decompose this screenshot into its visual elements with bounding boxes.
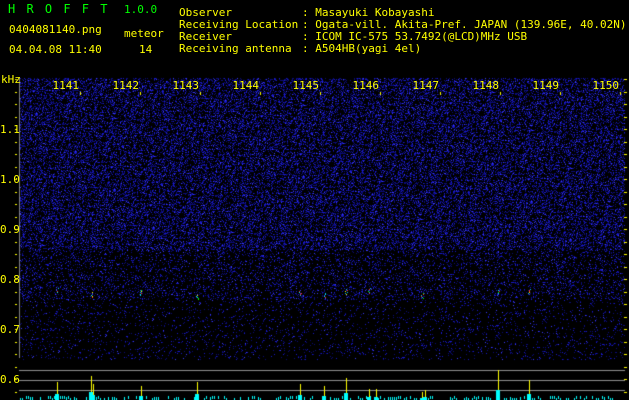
x-tick-label: 1144: [232, 79, 260, 92]
x-tick-label: 1143: [172, 79, 200, 92]
info-value-observer: : Masayuki Kobayashi: [302, 6, 435, 19]
y-tick-label: 0.8: [0, 273, 20, 286]
y-tick-label: 0.6: [0, 373, 20, 386]
y-tick-label: 0.9: [0, 223, 20, 236]
info-value-location: : Ogata-vill. Akita-Pref. JAPAN (139.96E…: [302, 18, 627, 31]
app-version: 1.0.0: [124, 3, 158, 16]
info-label-observer: Observer: [179, 6, 232, 19]
info-label-receiver: Receiver: [179, 30, 232, 43]
meteor-label: meteor: [124, 27, 164, 40]
info-value-antenna: : A504HB(yagi 4el): [302, 42, 422, 55]
x-unit-label: kHz: [1, 73, 21, 86]
x-tick-label: 1147: [412, 79, 440, 92]
datetime: 04.04.08 11:40: [9, 43, 102, 56]
meteor-count: 14: [139, 43, 153, 56]
filename: 0404081140.png: [9, 23, 102, 36]
x-tick-label: 1142: [112, 79, 140, 92]
info-label-location: Receiving Location: [179, 18, 299, 31]
x-tick-label: 1146: [352, 79, 380, 92]
app-title: H R O F F T: [8, 2, 110, 16]
y-tick-label: 1.1: [0, 123, 20, 136]
y-tick-label: 0.7: [0, 323, 20, 336]
info-label-antenna: Receiving antenna: [179, 42, 292, 55]
x-tick-label: 1141: [52, 79, 80, 92]
x-tick-label: 1149: [532, 79, 560, 92]
x-tick-label: 1145: [292, 79, 320, 92]
y-tick-label: 1.0: [0, 173, 20, 186]
info-value-receiver: : ICOM IC-575 53.7492(@LCD)MHz USB: [302, 30, 528, 43]
x-tick-label: 1150: [592, 79, 620, 92]
x-tick-label: 1148: [472, 79, 500, 92]
